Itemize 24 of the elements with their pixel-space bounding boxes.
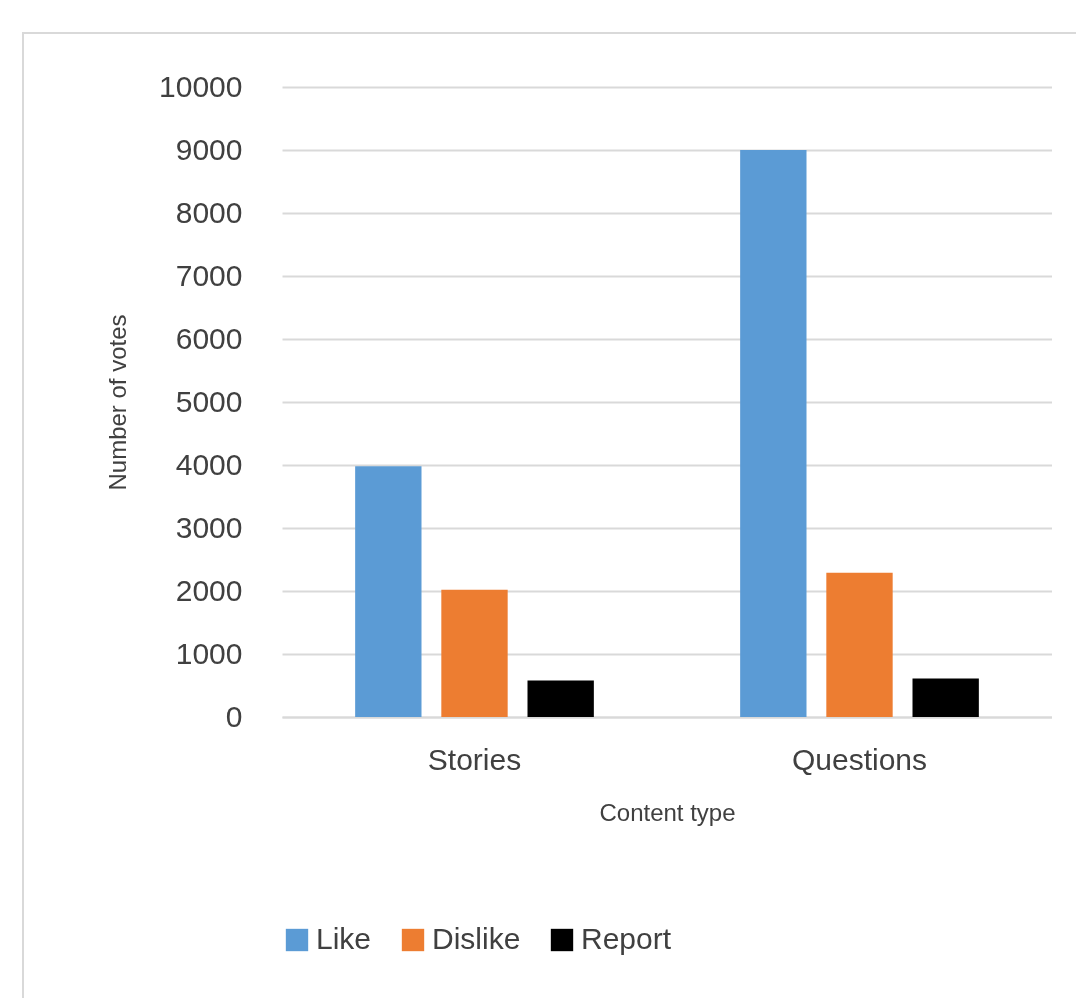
bar — [527, 680, 594, 717]
y-tick-label: 6000 — [175, 321, 243, 355]
y-tick-label: 3000 — [175, 510, 243, 544]
bar — [740, 150, 807, 717]
y-tick-label: 9000 — [175, 132, 243, 166]
y-tick-label: 2000 — [175, 573, 243, 607]
legend-label: Dislike — [432, 922, 521, 955]
y-axis-title: Number of votes — [104, 314, 132, 491]
legend-label: Report — [581, 922, 672, 955]
x-axis-title: Content type — [599, 798, 736, 826]
y-tick-label: 4000 — [175, 447, 243, 481]
bar — [441, 589, 508, 717]
legend-label: Like — [316, 922, 372, 955]
y-tick-label: 5000 — [175, 384, 243, 418]
x-tick-label: Stories — [427, 742, 522, 776]
y-tick-label: 8000 — [175, 195, 243, 229]
y-tick-label: 7000 — [175, 258, 243, 292]
y-tick-label: 0 — [225, 699, 243, 733]
bar — [912, 678, 979, 717]
y-tick-label: 1000 — [175, 636, 243, 670]
y-tick-label: 10000 — [159, 69, 243, 103]
bar — [826, 572, 893, 717]
x-tick-label: Questions — [791, 742, 928, 776]
bar — [355, 466, 422, 717]
